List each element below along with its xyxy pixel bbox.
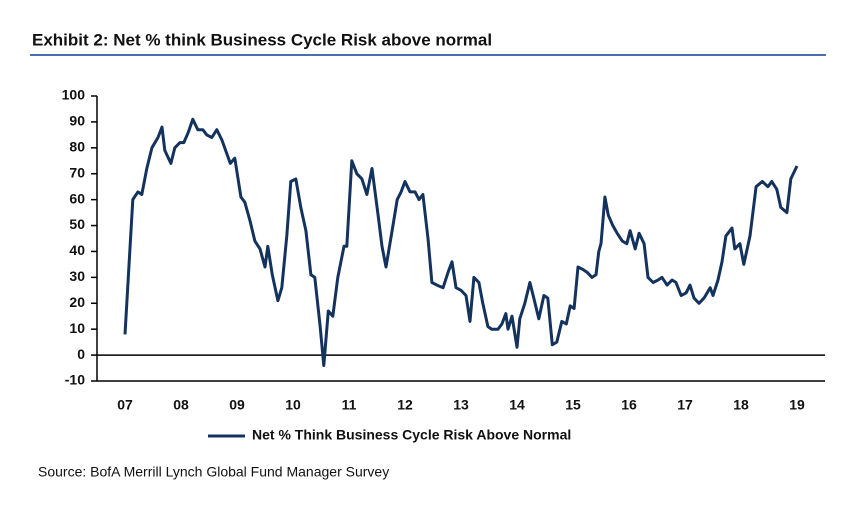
- y-tick-label: 50: [69, 216, 85, 232]
- y-tick-label: 30: [69, 268, 85, 284]
- x-tick-label: 08: [173, 397, 189, 413]
- y-tick-label: 10: [69, 320, 85, 336]
- legend-label: Net % Think Business Cycle Risk Above No…: [252, 427, 571, 443]
- line-series: [123, 117, 799, 367]
- x-tick-label: 10: [285, 397, 301, 413]
- x-tick-label: 16: [621, 397, 637, 413]
- x-tick-label: 12: [397, 397, 413, 413]
- y-tick-label: 20: [69, 294, 85, 310]
- y-tick-label: 70: [69, 164, 85, 180]
- y-tick-label: 60: [69, 190, 85, 206]
- x-tick-label: 14: [509, 397, 525, 413]
- x-tick-label: 19: [789, 397, 805, 413]
- y-tick-label: 40: [69, 242, 85, 258]
- x-tick-label: 18: [733, 397, 749, 413]
- x-tick-label: 07: [117, 397, 133, 413]
- y-tick-label: -10: [65, 372, 85, 388]
- x-tick-label: 15: [565, 397, 581, 413]
- chart-title: Exhibit 2: Net % think Business Cycle Ri…: [32, 30, 492, 49]
- y-tick-label: 0: [77, 346, 85, 362]
- x-tick-label: 13: [453, 397, 469, 413]
- x-tick-label: 09: [229, 397, 245, 413]
- y-tick-label: 100: [62, 87, 86, 103]
- y-tick-label: 90: [69, 113, 85, 129]
- y-tick-label: 80: [69, 139, 85, 155]
- source-note: Source: BofA Merrill Lynch Global Fund M…: [38, 464, 389, 480]
- x-tick-label: 11: [342, 397, 357, 413]
- x-tick-label: 17: [677, 397, 693, 413]
